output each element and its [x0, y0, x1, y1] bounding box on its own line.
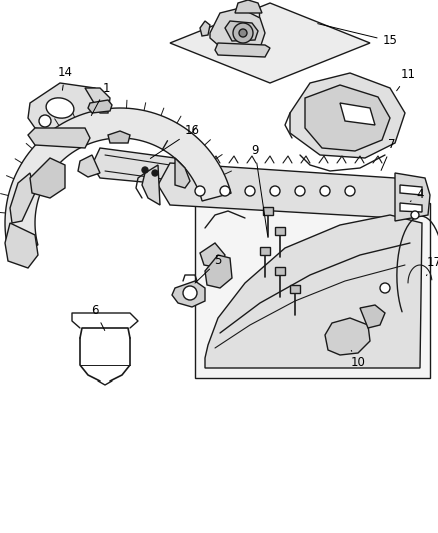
Polygon shape: [290, 73, 405, 158]
Circle shape: [39, 115, 51, 127]
Polygon shape: [142, 165, 160, 205]
Polygon shape: [305, 85, 390, 151]
Circle shape: [239, 29, 247, 37]
Polygon shape: [92, 148, 185, 185]
Polygon shape: [175, 158, 190, 188]
Polygon shape: [28, 128, 90, 148]
Text: 17: 17: [427, 256, 438, 276]
Circle shape: [270, 186, 280, 196]
Circle shape: [411, 211, 419, 219]
Polygon shape: [215, 43, 270, 57]
Text: 7: 7: [381, 139, 396, 171]
Text: 14: 14: [57, 67, 73, 90]
Polygon shape: [108, 131, 130, 143]
Circle shape: [183, 286, 197, 300]
Polygon shape: [275, 267, 285, 275]
Polygon shape: [400, 185, 422, 195]
Circle shape: [345, 186, 355, 196]
Polygon shape: [205, 215, 422, 368]
Circle shape: [245, 186, 255, 196]
Polygon shape: [170, 3, 370, 83]
Polygon shape: [195, 203, 430, 378]
Polygon shape: [78, 155, 100, 177]
Polygon shape: [158, 163, 405, 218]
Polygon shape: [10, 173, 35, 223]
Circle shape: [295, 186, 305, 196]
Text: 5: 5: [195, 254, 222, 283]
Polygon shape: [205, 255, 232, 288]
Polygon shape: [88, 100, 112, 113]
Polygon shape: [235, 0, 262, 13]
Polygon shape: [200, 21, 210, 36]
Polygon shape: [340, 103, 375, 125]
Polygon shape: [30, 158, 65, 198]
Polygon shape: [28, 83, 100, 133]
Polygon shape: [360, 305, 385, 328]
Polygon shape: [260, 247, 270, 255]
Text: 10: 10: [350, 351, 365, 369]
Text: 4: 4: [410, 189, 424, 201]
Circle shape: [320, 186, 330, 196]
Polygon shape: [210, 8, 265, 55]
Polygon shape: [5, 108, 231, 253]
Polygon shape: [395, 173, 430, 221]
Circle shape: [380, 283, 390, 293]
Polygon shape: [85, 88, 110, 113]
Text: 6: 6: [91, 304, 105, 330]
Text: 16: 16: [150, 125, 199, 158]
Polygon shape: [263, 207, 273, 215]
Polygon shape: [5, 223, 38, 268]
Text: 1: 1: [91, 82, 110, 116]
Polygon shape: [325, 318, 370, 355]
Ellipse shape: [46, 98, 74, 118]
Circle shape: [233, 23, 253, 43]
Polygon shape: [400, 203, 422, 212]
Circle shape: [152, 170, 158, 176]
Circle shape: [195, 186, 205, 196]
Circle shape: [142, 167, 148, 173]
Circle shape: [220, 186, 230, 196]
Text: 11: 11: [397, 69, 416, 91]
Polygon shape: [275, 227, 285, 235]
Polygon shape: [200, 243, 225, 268]
Text: 15: 15: [318, 23, 397, 47]
Polygon shape: [225, 21, 258, 41]
Polygon shape: [172, 281, 205, 307]
Polygon shape: [290, 285, 300, 293]
Text: 9: 9: [251, 144, 268, 235]
